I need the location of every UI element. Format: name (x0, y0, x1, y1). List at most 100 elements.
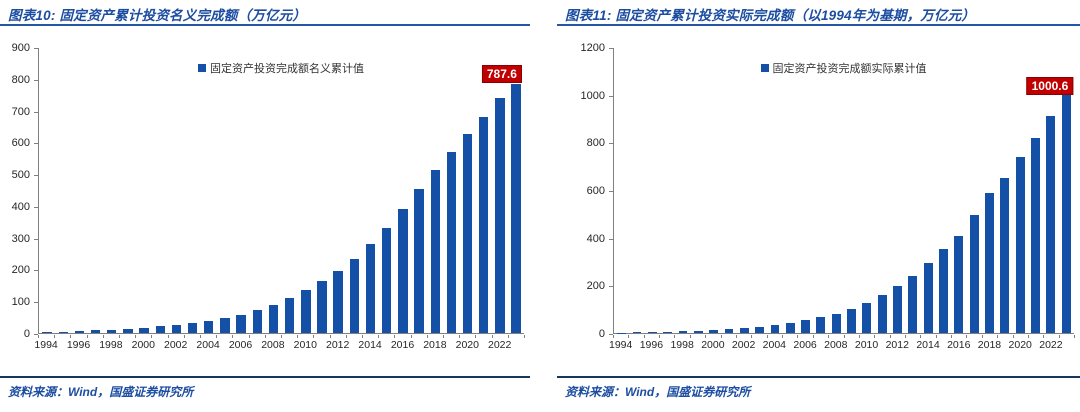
bar-slot (844, 48, 859, 333)
bar-slot (39, 48, 55, 333)
bar (462, 134, 473, 333)
y-tick-mark (34, 48, 38, 49)
x-tick-label: 2022 (488, 339, 512, 351)
x-tick-mark (766, 335, 768, 338)
figure-10-title: 图表10: 固定资产累计投资名义完成额（万亿元） (8, 8, 307, 23)
bar (365, 244, 376, 333)
x-tick-label: 2008 (824, 339, 848, 351)
x-tick-mark (812, 335, 814, 338)
bar (693, 330, 703, 333)
bar-slot (675, 48, 690, 333)
x-tick-mark (200, 335, 201, 338)
x-tick-label: 2002 (731, 339, 756, 351)
bar (511, 83, 521, 333)
bar-slot (217, 48, 233, 333)
legend: 固定资产投资完成额实际累计值 (760, 60, 927, 76)
x-tick-label: 2012 (885, 339, 909, 351)
bar (709, 329, 719, 333)
bar-slot (1028, 48, 1043, 333)
x-tick-label: 1998 (99, 339, 123, 351)
x-tick-mark (628, 335, 630, 338)
x-tick-mark (167, 335, 169, 338)
x-tick-mark (102, 335, 104, 338)
figure-11-header: 图表11: 固定资产累计投资实际完成额（以1994年为基期，万亿元） (557, 0, 1080, 26)
y-tick-label: 900 (11, 42, 30, 54)
x-tick-mark (674, 335, 676, 338)
bar-slot (362, 48, 378, 333)
bar (107, 329, 117, 333)
bar (801, 320, 811, 333)
bar (663, 331, 673, 333)
bar-slot (859, 48, 874, 333)
bar (317, 281, 327, 333)
bar-slot (1043, 48, 1058, 333)
x-tick-mark (362, 335, 363, 338)
bar-slot (783, 48, 798, 333)
y-tick-label: 200 (11, 264, 30, 277)
x-tick-label: 1996 (66, 339, 91, 351)
figure-10-header: 图表10: 固定资产累计投资名义完成额（万亿元） (0, 0, 530, 26)
x-tick-mark (54, 335, 56, 338)
bar (430, 169, 440, 333)
x-tick-label: 2000 (131, 339, 155, 351)
bar (139, 327, 149, 333)
bar-slot (997, 48, 1012, 333)
x-tick-mark (345, 335, 347, 338)
x-tick-label: 2006 (228, 339, 253, 351)
y-tick-label: 700 (11, 105, 30, 118)
x-tick-mark (659, 335, 661, 338)
bar (954, 235, 964, 333)
y-tick-label: 300 (11, 232, 30, 245)
x-tick-mark (705, 335, 707, 338)
bar (632, 332, 642, 333)
y-tick-label: 600 (11, 137, 30, 150)
x-tick-mark (843, 335, 845, 338)
bar-slot (905, 48, 920, 333)
bar (171, 325, 182, 333)
x-tick-label: 2020 (455, 339, 479, 351)
bar (1061, 95, 1071, 333)
bar-slot (346, 48, 362, 333)
x-tick-mark (904, 335, 906, 338)
x-tick-mark (183, 335, 185, 338)
plot-area (38, 48, 524, 334)
y-tick-label: 1000 (580, 89, 605, 102)
x-tick-mark (459, 335, 461, 338)
x-tick-label: 1994 (34, 339, 58, 351)
legend-swatch-icon (760, 64, 769, 72)
y-tick-mark (34, 238, 38, 240)
x-tick-label: 2014 (358, 339, 382, 351)
bar-slot (691, 48, 706, 333)
bar (155, 326, 165, 333)
bar (770, 324, 780, 333)
x-tick-mark (410, 335, 412, 338)
bar (1031, 137, 1040, 333)
x-tick-mark (735, 335, 737, 338)
bar-slot (201, 48, 217, 333)
bar-slot (890, 48, 905, 333)
bar (90, 330, 101, 333)
y-tick-mark (609, 238, 613, 240)
bar (831, 313, 841, 333)
figure-11-footer: 资料来源：Wind，国盛证券研究所 (557, 376, 1080, 400)
y-tick-label: 400 (586, 232, 605, 245)
y-tick-mark (34, 270, 38, 272)
x-tick-label: 2016 (390, 339, 415, 351)
x-tick-mark (151, 335, 153, 338)
x-tick-mark (1027, 335, 1029, 338)
bar-slot (798, 48, 813, 333)
x-tick-label: 2010 (854, 339, 879, 351)
bar-slot (476, 48, 492, 333)
bar (74, 331, 85, 333)
figure-10-bar-chart: 0 100 200 300 400 500 600 700 800 900 1994 1996 1998… (0, 26, 530, 356)
x-tick-label: 2006 (793, 339, 817, 351)
y-tick-mark (34, 175, 38, 177)
y-tick-mark (609, 286, 613, 288)
x-tick-mark (491, 335, 493, 338)
bar-slot (120, 48, 136, 333)
y-tick-mark (34, 79, 38, 81)
bar (908, 275, 918, 333)
bar-slot (459, 48, 475, 333)
x-tick-mark (119, 335, 120, 338)
x-tick-mark (966, 335, 968, 338)
